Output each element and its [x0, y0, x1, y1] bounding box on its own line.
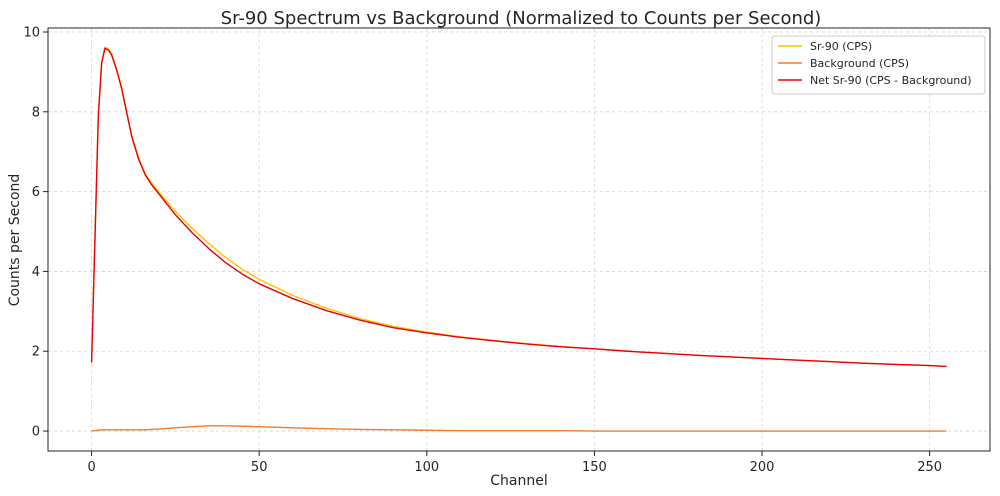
- series-lines: [90, 46, 947, 432]
- x-tick-label: 200: [750, 460, 775, 475]
- x-tick-label: 150: [582, 460, 607, 475]
- y-tick-label: 10: [23, 25, 40, 40]
- x-tick-label: 250: [917, 460, 942, 475]
- legend: Sr-90 (CPS) Background (CPS) Net Sr-90 (CP…: [771, 35, 986, 95]
- legend-label: Sr-90 (CPS): [810, 40, 872, 53]
- legend-box: [771, 35, 986, 95]
- tick-marks: 0 50 100 150 200 250 0 2 4 6 8 10: [23, 25, 942, 475]
- axes: [47, 27, 991, 452]
- y-tick-label: 8: [32, 105, 40, 120]
- x-tick-label: 100: [414, 460, 439, 475]
- y-tick-label: 2: [32, 345, 40, 360]
- plot-frame: [47, 27, 991, 452]
- x-tick-label: 0: [87, 460, 95, 475]
- legend-label: Net Sr-90 (CPS - Background): [810, 74, 972, 87]
- chart-title: Sr-90 Spectrum vs Background (Normalized…: [221, 8, 822, 29]
- y-tick-label: 6: [32, 185, 40, 200]
- legend-label: Background (CPS): [810, 57, 909, 70]
- x-axis-label: Channel: [490, 473, 547, 489]
- x-tick-label: 50: [251, 460, 268, 475]
- series-line-1: [90, 46, 947, 368]
- series-line-2: [91, 425, 947, 432]
- y-tick-label: 0: [32, 425, 40, 440]
- y-tick-label: 4: [32, 265, 40, 280]
- y-axis-label: Counts per Second: [7, 174, 23, 307]
- series-line-3: [90, 47, 947, 368]
